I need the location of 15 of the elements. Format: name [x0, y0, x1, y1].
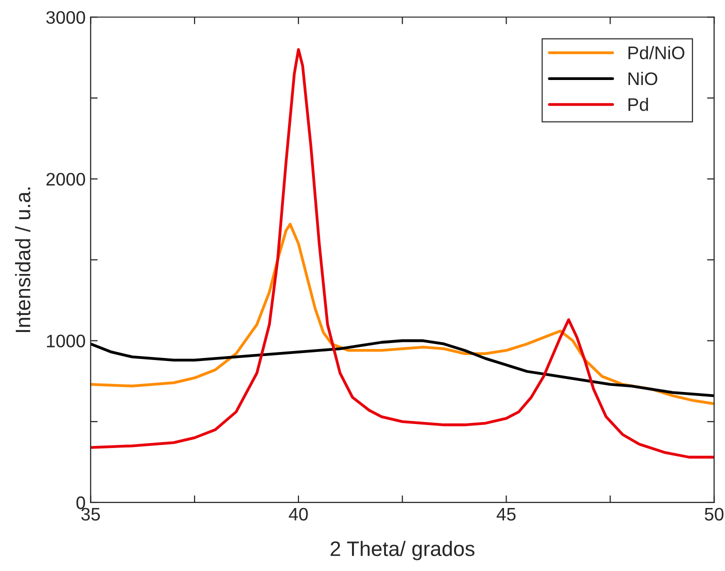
legend-label: Pd/NiO — [628, 46, 684, 60]
y-axis-title: Intensidad / u.a. — [15, 188, 30, 332]
x-tick-label: 45 — [496, 508, 516, 521]
x-tick-label: 40 — [288, 508, 308, 521]
x-axis-title: 2 Theta/ grados — [330, 540, 474, 560]
line-series — [90, 48, 714, 459]
y-tick-label: 2000 — [46, 172, 86, 186]
x-tick-label: 50 — [704, 508, 724, 521]
legend-label: NiO — [628, 72, 658, 86]
y-tick-label: 0 — [76, 496, 86, 510]
legend-label: Pd — [628, 98, 648, 111]
line-series — [90, 339, 714, 398]
y-tick-label: 3000 — [46, 11, 86, 24]
x-tick-label: 35 — [81, 508, 100, 521]
y-tick-label: 1000 — [46, 334, 86, 348]
